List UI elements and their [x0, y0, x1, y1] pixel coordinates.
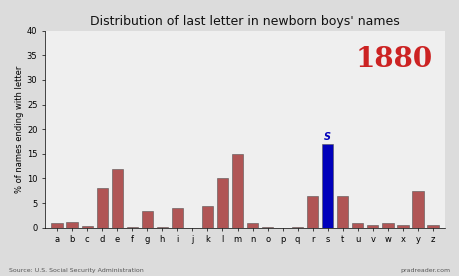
Bar	[216, 179, 228, 228]
Bar	[261, 227, 273, 228]
Text: pradreader.com: pradreader.com	[400, 268, 450, 273]
Title: Distribution of last letter in newborn boys' names: Distribution of last letter in newborn b…	[90, 15, 399, 28]
Bar	[171, 208, 183, 228]
Bar	[321, 144, 333, 228]
Bar	[96, 188, 107, 228]
Bar	[397, 225, 408, 228]
Bar	[381, 223, 392, 228]
Bar	[336, 196, 347, 228]
Bar	[141, 211, 152, 228]
Bar	[157, 227, 168, 228]
Text: Source: U.S. Social Security Administration: Source: U.S. Social Security Administrat…	[9, 268, 144, 273]
Bar	[66, 222, 78, 228]
Bar	[426, 225, 437, 228]
Bar	[246, 223, 257, 228]
Bar	[411, 191, 423, 228]
Bar	[366, 225, 378, 228]
Bar	[306, 196, 318, 228]
Bar	[231, 154, 243, 228]
Bar	[352, 223, 363, 228]
Bar	[51, 223, 62, 228]
Bar	[112, 169, 123, 228]
Bar	[202, 206, 213, 228]
Bar	[81, 226, 93, 228]
Text: S: S	[324, 131, 330, 142]
Y-axis label: % of names ending with letter: % of names ending with letter	[15, 65, 24, 193]
Bar	[291, 227, 302, 228]
Text: 1880: 1880	[355, 46, 432, 73]
Bar	[126, 227, 138, 228]
